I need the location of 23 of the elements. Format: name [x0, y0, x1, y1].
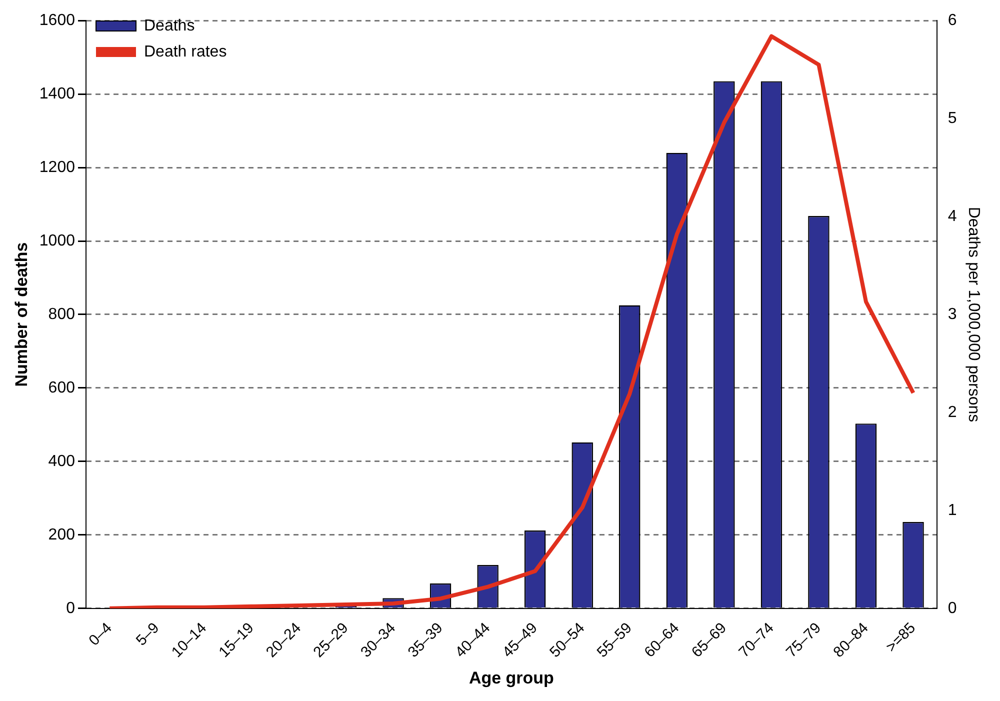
y2-axis-title: Deaths per 1,000,000 persons — [964, 206, 982, 422]
y-tick-label: 1000 — [39, 232, 76, 250]
x-axis-title: Age group — [468, 668, 554, 688]
legend-label: Death rates — [144, 43, 227, 60]
y-tick-label: 600 — [48, 379, 76, 396]
y-axis-title: Number of deaths — [12, 242, 31, 387]
y2-tick-label: 5 — [948, 110, 957, 127]
y2-tick-label: 1 — [948, 502, 957, 519]
y2-tick-label: 6 — [948, 12, 957, 30]
y2-tick-label: 0 — [948, 600, 957, 617]
x-tick-label: 0–4 — [86, 619, 116, 650]
y-tick-label: 1200 — [39, 158, 76, 176]
y-tick-label: 400 — [48, 452, 76, 470]
y-tick-label: 1400 — [39, 85, 76, 102]
y2-tick-label: 2 — [948, 404, 957, 421]
x-tick-label: 5–9 — [132, 619, 163, 650]
y-tick-label: 800 — [48, 306, 76, 323]
y-tick-label: 1600 — [39, 12, 76, 30]
y-tick-label: 200 — [48, 526, 76, 544]
y-tick-label: 0 — [66, 600, 76, 617]
y2-tick-label: 4 — [948, 208, 957, 225]
y2-tick-label: 3 — [948, 306, 957, 323]
legend-label: Deaths — [144, 17, 195, 34]
